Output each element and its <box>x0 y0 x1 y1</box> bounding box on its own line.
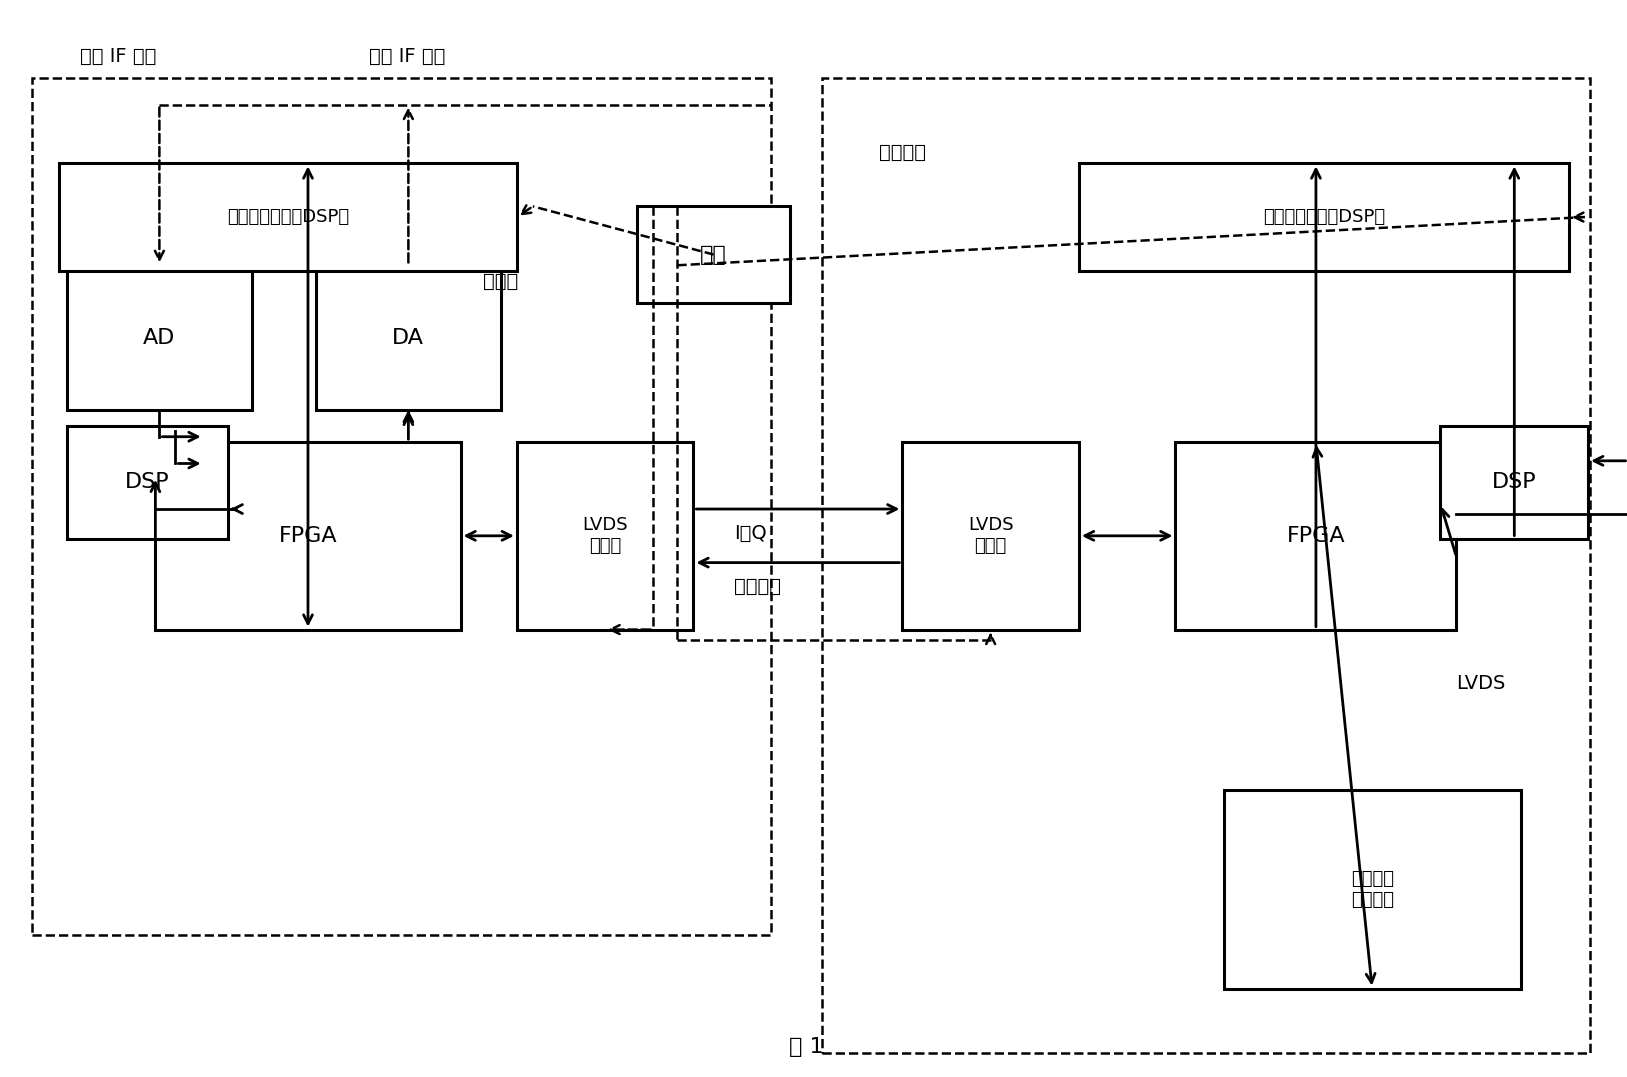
Bar <box>1440 426 1588 538</box>
Text: DSP: DSP <box>125 472 169 492</box>
Text: 信号处理: 信号处理 <box>879 143 926 163</box>
Bar <box>1079 164 1568 270</box>
Text: LVDS
驱动器: LVDS 驱动器 <box>968 516 1014 556</box>
Text: DSP: DSP <box>1492 472 1536 492</box>
Text: 数字中频: 数字中频 <box>734 577 781 597</box>
Text: FPGA: FPGA <box>278 526 337 546</box>
Bar <box>155 442 460 630</box>
Bar <box>903 442 1079 630</box>
Bar <box>59 164 517 270</box>
Text: DA: DA <box>392 327 425 348</box>
Text: LVDS: LVDS <box>1456 673 1507 693</box>
Text: 时钟: 时钟 <box>700 244 727 265</box>
Bar <box>31 78 771 935</box>
Text: AD: AD <box>143 327 176 348</box>
Text: 总线协议解析（DSP）: 总线协议解析（DSP） <box>226 208 348 226</box>
Text: FPGA: FPGA <box>1287 526 1346 546</box>
Text: 图 1: 图 1 <box>789 1037 823 1058</box>
Text: I、Q: I、Q <box>734 523 766 543</box>
Text: 模拟 IF 输入: 模拟 IF 输入 <box>80 47 156 66</box>
Bar <box>517 442 693 630</box>
Text: 数字音频
通信体制: 数字音频 通信体制 <box>1350 870 1394 909</box>
Text: LVDS
驱动器: LVDS 驱动器 <box>582 516 628 556</box>
Bar <box>1224 791 1521 989</box>
Text: 模拟 IF 输出: 模拟 IF 输出 <box>369 47 446 66</box>
Bar <box>822 78 1590 1053</box>
Text: 总线协议解析（DSP）: 总线协议解析（DSP） <box>1263 208 1385 226</box>
Bar <box>1175 442 1456 630</box>
Bar <box>67 426 228 538</box>
Bar <box>638 207 789 303</box>
Bar <box>316 265 501 410</box>
Bar <box>67 265 252 410</box>
Text: 信道板: 信道板 <box>483 271 519 291</box>
